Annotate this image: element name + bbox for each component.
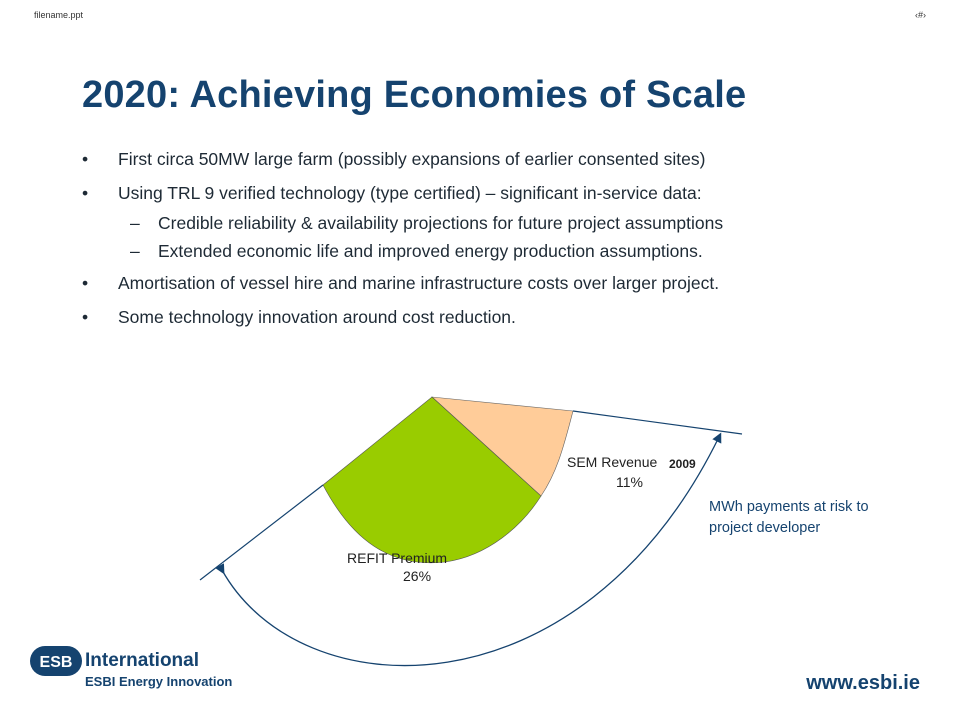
esb-logo-icon: ESB bbox=[30, 646, 82, 676]
pie-extension-line bbox=[199, 484, 324, 581]
bullet-marker: • bbox=[82, 149, 89, 169]
bullet-item: • Using TRL 9 verified technology (type … bbox=[82, 182, 902, 204]
refit-premium-percent: 26% bbox=[403, 568, 432, 584]
bullet-item: • Amortisation of vessel hire and marine… bbox=[82, 272, 902, 294]
bullet-list: • First circa 50MW large farm (possibly … bbox=[82, 148, 902, 340]
sem-revenue-percent: 11% bbox=[616, 474, 643, 490]
bullet-marker: • bbox=[82, 307, 89, 327]
bullet-marker: • bbox=[82, 273, 89, 293]
dash-marker: – bbox=[130, 213, 140, 233]
dash-marker: – bbox=[130, 241, 140, 261]
bullet-text: Amortisation of vessel hire and marine i… bbox=[118, 273, 720, 293]
bullet-text: Using TRL 9 verified technology (type ce… bbox=[118, 183, 702, 203]
risk-annotation: MWh payments at risk to project develope… bbox=[709, 499, 869, 536]
bullet-text: Some technology innovation around cost r… bbox=[118, 307, 516, 327]
year-label: 2009 bbox=[669, 457, 696, 471]
division-name: ESBI Energy Innovation bbox=[85, 674, 233, 689]
sem-revenue-label: SEM Revenue bbox=[567, 454, 658, 470]
filename-label: filename.ppt bbox=[34, 10, 84, 20]
esb-logo-text: ESB bbox=[40, 654, 73, 671]
slide-number: ‹#› bbox=[915, 10, 926, 20]
bullet-item: • Some technology innovation around cost… bbox=[82, 306, 902, 328]
sub-bullet-item: – Extended economic life and improved en… bbox=[82, 240, 902, 262]
pie-extension-line bbox=[572, 410, 743, 435]
bullet-marker: • bbox=[82, 183, 89, 203]
website-url: www.esbi.ie bbox=[806, 672, 920, 694]
sub-bullet-item: – Credible reliability & availability pr… bbox=[82, 212, 902, 234]
sub-bullet-text: Credible reliability & availability proj… bbox=[158, 213, 724, 233]
bullet-text: First circa 50MW large farm (possibly ex… bbox=[118, 149, 706, 169]
bullet-item: • First circa 50MW large farm (possibly … bbox=[82, 148, 902, 170]
slide-title: 2020: Achieving Economies of Scale bbox=[82, 74, 747, 116]
risk-arc-arrow bbox=[215, 432, 722, 667]
refit-premium-label: REFIT Premium bbox=[347, 550, 448, 566]
company-name: International bbox=[85, 650, 200, 671]
sub-bullet-text: Extended economic life and improved ener… bbox=[158, 241, 703, 261]
